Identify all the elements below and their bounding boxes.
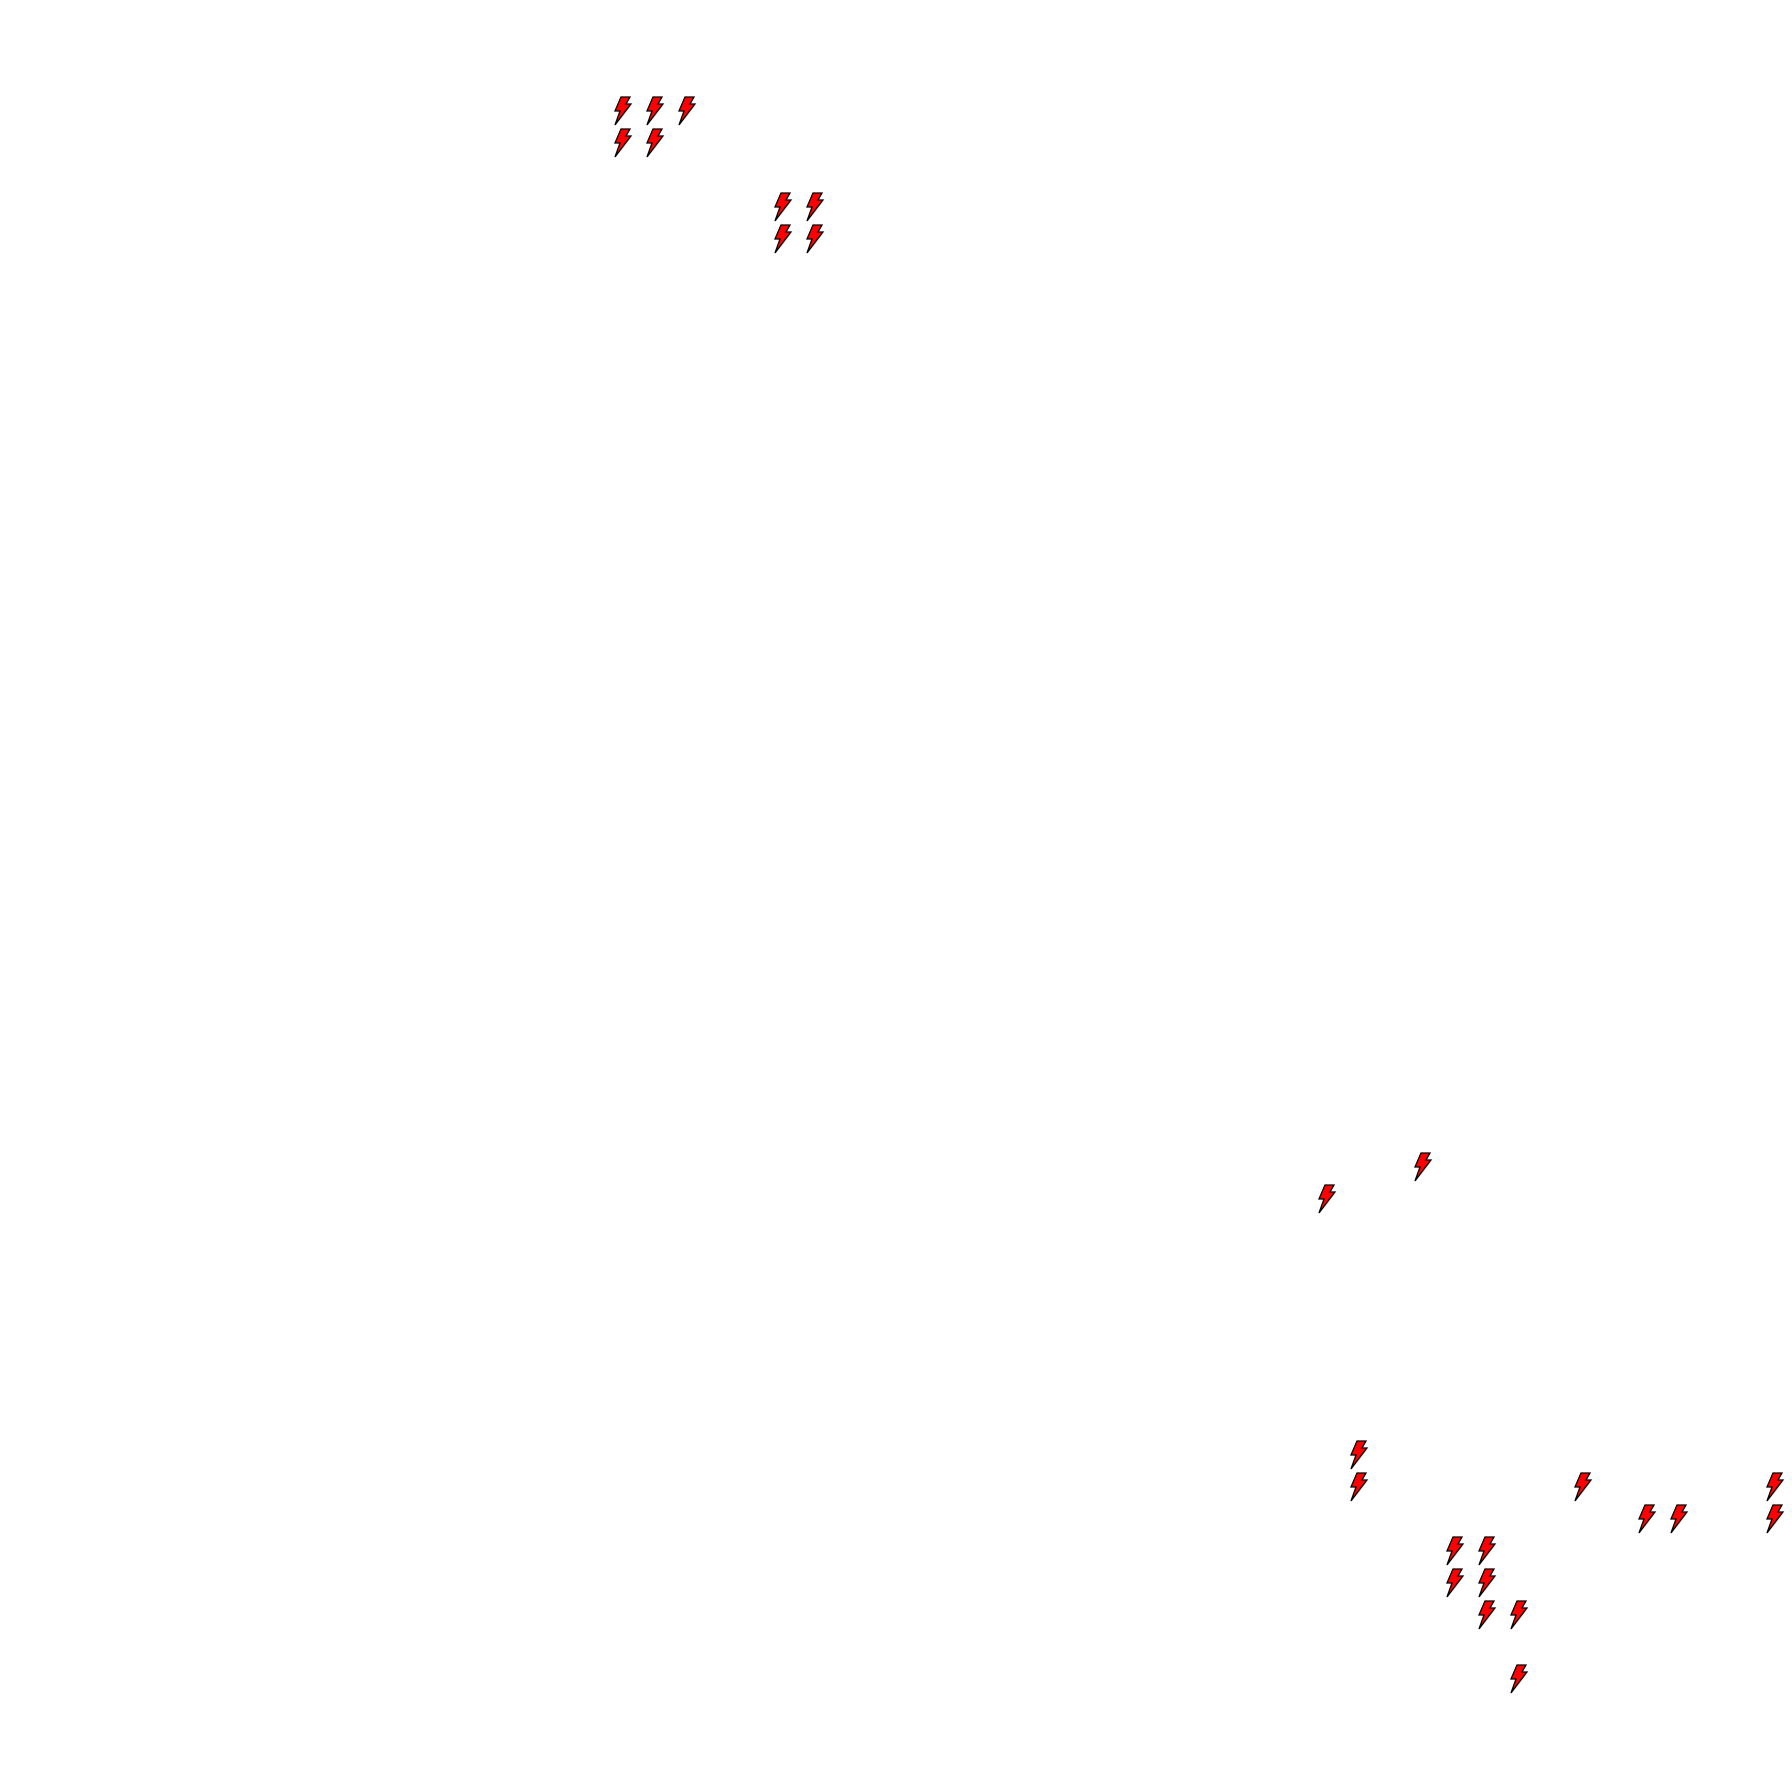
map-marker[interactable] [1477,1600,1497,1630]
lightning-bolt-icon [774,192,793,222]
map-marker[interactable] [805,224,825,254]
map-marker[interactable] [1765,1504,1785,1534]
lightning-bolt-icon [1478,1600,1497,1630]
lightning-bolt-icon [1510,1600,1529,1630]
lightning-bolt-icon [1574,1472,1593,1502]
map-marker[interactable] [773,192,793,222]
map-marker[interactable] [1445,1568,1465,1598]
lightning-bolt-icon [1350,1440,1369,1470]
lightning-bolt-icon [614,128,633,158]
lightning-bolt-icon [806,224,825,254]
lightning-bolt-icon [1766,1472,1785,1502]
map-marker[interactable] [1413,1152,1433,1182]
map-marker[interactable] [1669,1504,1689,1534]
map-marker[interactable] [1349,1440,1369,1470]
lightning-bolt-icon [806,192,825,222]
lightning-bolt-icon [646,96,665,126]
map-marker[interactable] [645,128,665,158]
map-marker[interactable] [1509,1664,1529,1694]
map-marker[interactable] [613,96,633,126]
map-marker[interactable] [1445,1536,1465,1566]
lightning-bolt-icon [1670,1504,1689,1534]
map-marker[interactable] [1637,1504,1657,1534]
map-marker[interactable] [1477,1568,1497,1598]
lightning-bolt-icon [678,96,697,126]
map-marker[interactable] [1765,1472,1785,1502]
lightning-bolt-icon [1446,1536,1465,1566]
lightning-bolt-icon [1446,1568,1465,1598]
map-marker[interactable] [1317,1184,1337,1214]
map-marker[interactable] [1509,1600,1529,1630]
lightning-bolt-icon [646,128,665,158]
map-marker[interactable] [773,224,793,254]
map-marker[interactable] [1477,1536,1497,1566]
lightning-bolt-icon [1350,1472,1369,1502]
lightning-bolt-icon [1638,1504,1657,1534]
lightning-bolt-icon [1510,1664,1529,1694]
lightning-bolt-icon [1766,1504,1785,1534]
map-marker[interactable] [1349,1472,1369,1502]
map-marker[interactable] [645,96,665,126]
lightning-bolt-icon [774,224,793,254]
lightning-bolt-icon [1318,1184,1337,1214]
map-marker[interactable] [677,96,697,126]
lightning-bolt-icon [1478,1568,1497,1598]
map-marker[interactable] [805,192,825,222]
lightning-bolt-icon [614,96,633,126]
lightning-bolt-icon [1478,1536,1497,1566]
map-marker[interactable] [1573,1472,1593,1502]
map-marker[interactable] [613,128,633,158]
lightning-bolt-icon [1414,1152,1433,1182]
